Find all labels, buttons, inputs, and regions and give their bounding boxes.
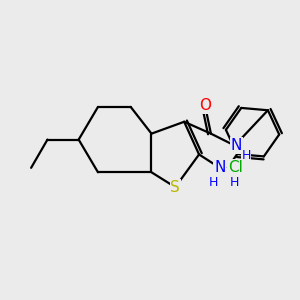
Text: Cl: Cl [228, 160, 243, 175]
Text: S: S [170, 180, 180, 195]
Text: H: H [209, 176, 219, 189]
Text: H: H [241, 149, 251, 162]
Text: O: O [199, 98, 211, 113]
Text: N: N [214, 160, 226, 175]
Text: N: N [230, 138, 242, 153]
Text: H: H [230, 176, 239, 189]
